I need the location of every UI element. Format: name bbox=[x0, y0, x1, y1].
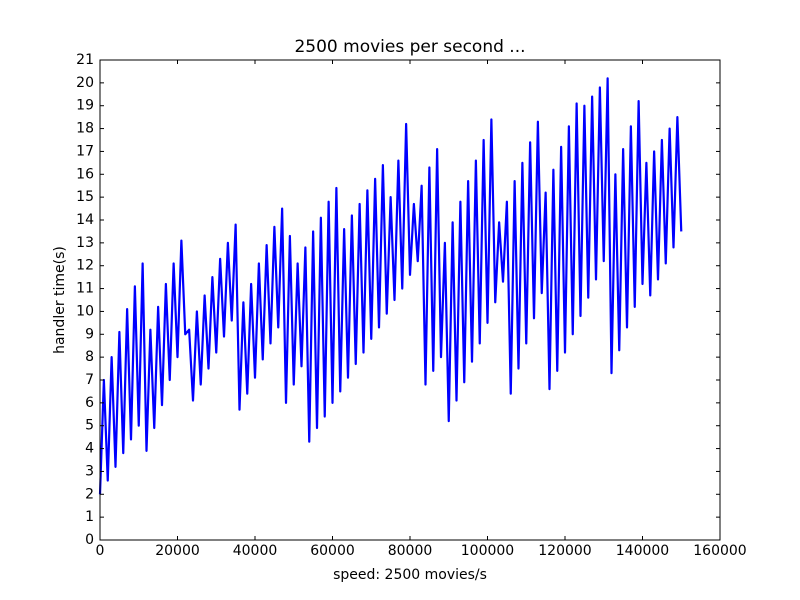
y-tick-label: 19 bbox=[76, 98, 94, 114]
y-tick-label: 17 bbox=[76, 143, 94, 159]
y-tick-label: 12 bbox=[76, 258, 94, 274]
y-tick-label: 9 bbox=[85, 326, 94, 342]
x-axis-label: speed: 2500 movies/s bbox=[333, 567, 487, 583]
chart-title: 2500 movies per second ... bbox=[294, 37, 525, 57]
y-tick-label: 16 bbox=[76, 166, 94, 182]
x-tick-label: 60000 bbox=[310, 543, 355, 559]
y-tick-label: 18 bbox=[76, 121, 94, 137]
y-tick-label: 14 bbox=[76, 212, 94, 228]
y-tick-label: 8 bbox=[85, 349, 94, 365]
y-tick-label: 20 bbox=[76, 75, 94, 91]
x-tick-label: 100000 bbox=[461, 543, 514, 559]
x-tick-label: 160000 bbox=[693, 543, 746, 559]
y-tick-label: 15 bbox=[76, 189, 94, 205]
x-tick-label: 40000 bbox=[233, 543, 278, 559]
y-tick-label: 6 bbox=[85, 395, 94, 411]
data-line bbox=[98, 77, 683, 495]
y-tick-label: 5 bbox=[85, 418, 94, 434]
x-tick-label: 0 bbox=[96, 543, 105, 559]
y-tick-label: 0 bbox=[85, 532, 94, 548]
y-tick-label: 4 bbox=[85, 441, 94, 457]
x-tick-label: 20000 bbox=[155, 543, 200, 559]
y-tick-label: 3 bbox=[85, 463, 94, 479]
y-tick-label: 11 bbox=[76, 281, 94, 297]
x-tick-label: 120000 bbox=[538, 543, 591, 559]
x-tick-label: 140000 bbox=[616, 543, 669, 559]
y-tick-label: 7 bbox=[85, 372, 94, 388]
y-tick-label: 10 bbox=[76, 303, 94, 319]
x-tick-label: 80000 bbox=[388, 543, 433, 559]
y-tick-label: 1 bbox=[85, 509, 94, 525]
y-tick-label: 13 bbox=[76, 235, 94, 251]
y-tick-label: 21 bbox=[76, 52, 94, 68]
y-tick-label: 2 bbox=[85, 486, 94, 502]
y-axis-label: handler time(s) bbox=[52, 246, 68, 354]
